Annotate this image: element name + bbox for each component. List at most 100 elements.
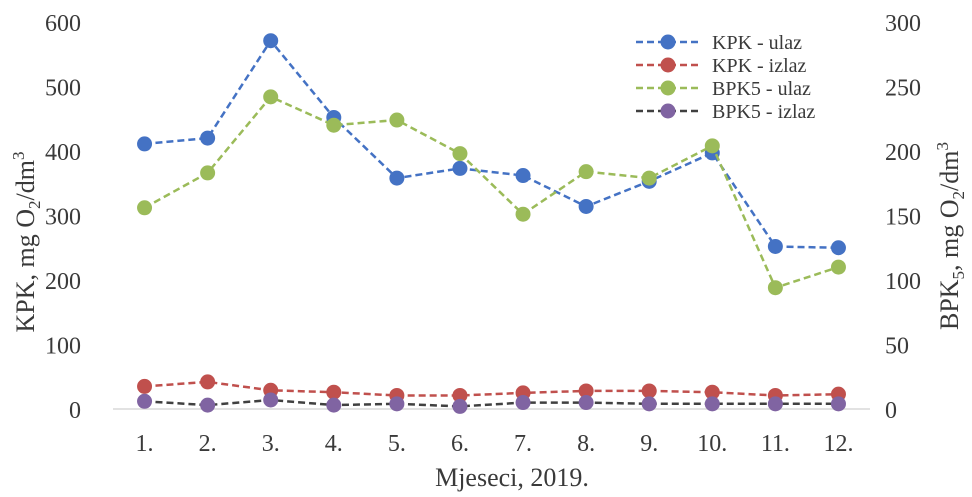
data-point bbox=[389, 112, 405, 128]
data-point bbox=[641, 383, 657, 399]
data-point bbox=[263, 89, 279, 105]
right-y-axis-title-main: BPK bbox=[935, 279, 964, 330]
data-point bbox=[263, 33, 279, 49]
legend-item: KPK - izlaz bbox=[636, 55, 807, 77]
data-point bbox=[704, 138, 720, 154]
left-y-axis-title-main: KPK, mg O bbox=[11, 209, 40, 333]
series-bpk5-izlaz bbox=[137, 392, 846, 414]
right-y-axis-title: BPK5, mg O2/dm3 bbox=[933, 142, 968, 330]
left-y-tick-label: 300 bbox=[45, 205, 81, 231]
left-y-axis: 0 100 200 300 400 500 600 bbox=[45, 11, 81, 424]
data-point bbox=[515, 206, 531, 222]
legend-item: BPK5 - ulaz bbox=[636, 78, 811, 100]
x-tick-label: 6. bbox=[451, 431, 469, 457]
data-point bbox=[137, 378, 153, 394]
legend-item: BPK5 - izlaz bbox=[636, 101, 815, 123]
legend-marker bbox=[660, 57, 676, 73]
x-axis: 1. 2. 3. 4. 5. 6. 7. 8. 9. 10. 11. 12. bbox=[136, 431, 854, 457]
x-tick-label: 7. bbox=[514, 431, 532, 457]
data-point bbox=[578, 395, 594, 411]
data-point bbox=[200, 397, 216, 413]
left-y-tick-label: 500 bbox=[45, 76, 81, 102]
left-y-axis-title-tail: /dm bbox=[11, 160, 40, 200]
data-point bbox=[578, 164, 594, 180]
data-point bbox=[704, 396, 720, 412]
left-y-tick-label: 200 bbox=[45, 269, 81, 295]
right-y-tick-label: 0 bbox=[885, 398, 897, 424]
right-y-axis-title-sub2: 2 bbox=[949, 191, 968, 200]
data-point bbox=[767, 238, 783, 254]
series-line bbox=[144, 398, 839, 408]
legend-marker bbox=[660, 103, 676, 119]
series-layer bbox=[137, 33, 846, 414]
data-point bbox=[326, 117, 342, 133]
data-point bbox=[578, 198, 594, 214]
data-point bbox=[830, 396, 846, 412]
x-tick-label: 11. bbox=[761, 431, 790, 457]
x-tick-label: 8. bbox=[577, 431, 595, 457]
data-point bbox=[326, 384, 342, 400]
x-tick-label: 5. bbox=[388, 431, 406, 457]
data-point bbox=[200, 130, 216, 146]
x-tick-label: 12. bbox=[823, 431, 853, 457]
x-tick-label: 4. bbox=[325, 431, 343, 457]
data-point bbox=[452, 387, 468, 403]
data-point bbox=[263, 392, 279, 408]
right-y-tick-label: 150 bbox=[885, 205, 921, 231]
data-point bbox=[452, 160, 468, 176]
right-y-axis-title-sup: 3 bbox=[933, 142, 952, 151]
data-point bbox=[452, 146, 468, 162]
x-tick-label: 9. bbox=[640, 431, 658, 457]
data-point bbox=[389, 396, 405, 412]
left-y-tick-label: 100 bbox=[45, 334, 81, 360]
data-point bbox=[200, 374, 216, 390]
left-y-axis-title: KPK, mg O2/dm3 bbox=[9, 152, 44, 333]
right-y-axis: 0 50 100 150 200 250 300 bbox=[885, 11, 921, 424]
data-point bbox=[578, 383, 594, 399]
data-point bbox=[641, 170, 657, 186]
right-y-axis-title-sub5: 5 bbox=[949, 271, 968, 280]
data-point bbox=[704, 384, 720, 400]
legend-label: KPK - izlaz bbox=[712, 55, 807, 77]
data-point bbox=[641, 396, 657, 412]
data-point bbox=[767, 280, 783, 296]
left-y-axis-title-sup: 3 bbox=[9, 152, 28, 161]
data-point bbox=[137, 393, 153, 409]
right-y-axis-title-tail: /dm bbox=[935, 150, 964, 190]
data-point bbox=[830, 259, 846, 275]
left-y-tick-label: 400 bbox=[45, 140, 81, 166]
data-point bbox=[326, 397, 342, 413]
series-line bbox=[144, 380, 839, 397]
legend-marker bbox=[660, 34, 676, 50]
legend-label: KPK - ulaz bbox=[712, 32, 802, 54]
series-line bbox=[143, 95, 839, 290]
right-y-axis-title-mid: , mg O bbox=[935, 199, 964, 271]
data-point bbox=[830, 240, 846, 256]
right-y-tick-label: 250 bbox=[885, 76, 921, 102]
legend-item: KPK - ulaz bbox=[636, 32, 802, 54]
right-y-tick-label: 300 bbox=[885, 11, 921, 37]
x-tick-label: 10. bbox=[697, 431, 727, 457]
x-axis-title: Mjeseci, 2019. bbox=[435, 463, 589, 492]
left-y-axis-title-sub: 2 bbox=[25, 200, 44, 209]
left-y-tick-label: 600 bbox=[45, 11, 81, 37]
right-y-tick-label: 50 bbox=[885, 334, 909, 360]
data-point bbox=[452, 398, 468, 414]
data-point bbox=[137, 136, 153, 152]
series-bpk5-ulaz bbox=[137, 89, 846, 296]
left-y-tick-label: 0 bbox=[69, 398, 81, 424]
data-point bbox=[389, 170, 405, 186]
legend-label: BPK5 - ulaz bbox=[712, 78, 811, 100]
legend-label: BPK5 - izlaz bbox=[712, 101, 815, 123]
data-point bbox=[515, 395, 531, 411]
legend-marker bbox=[660, 80, 676, 96]
data-point bbox=[767, 396, 783, 412]
x-tick-label: 1. bbox=[136, 431, 154, 457]
right-y-tick-label: 200 bbox=[885, 140, 921, 166]
data-point bbox=[200, 165, 216, 181]
series-kpk-izlaz bbox=[137, 374, 846, 403]
x-tick-label: 3. bbox=[262, 431, 280, 457]
data-point bbox=[137, 200, 153, 216]
